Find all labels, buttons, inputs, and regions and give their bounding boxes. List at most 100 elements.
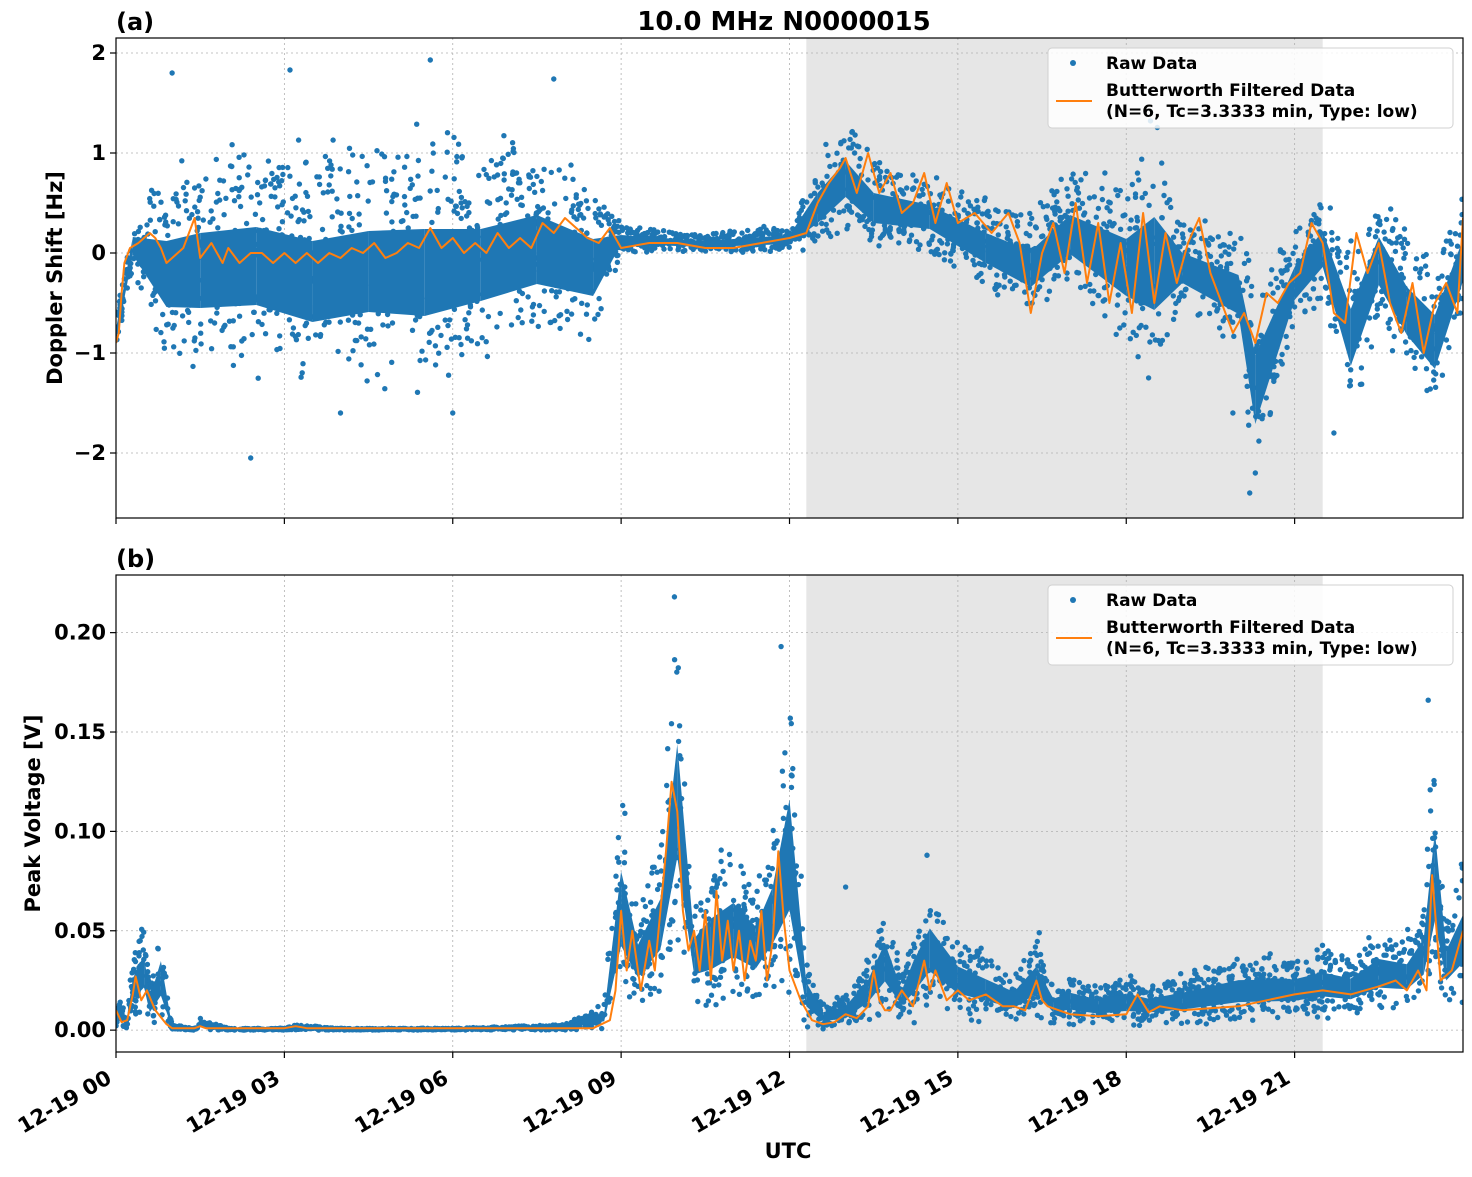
raw-data-point bbox=[152, 1020, 157, 1025]
raw-data-point bbox=[1375, 944, 1380, 949]
raw-data-point bbox=[215, 225, 220, 230]
raw-data-point bbox=[716, 982, 721, 987]
raw-data-point bbox=[582, 187, 587, 192]
raw-data-point bbox=[1049, 188, 1054, 193]
raw-data-point bbox=[855, 212, 860, 217]
raw-data-point bbox=[1347, 383, 1352, 388]
raw-data-point bbox=[1035, 939, 1040, 944]
raw-data-point bbox=[846, 1020, 851, 1025]
raw-data-point bbox=[446, 373, 451, 378]
raw-data-point bbox=[413, 317, 418, 322]
raw-data-band bbox=[481, 215, 537, 301]
raw-data-point bbox=[196, 183, 201, 188]
raw-data-point bbox=[313, 332, 318, 337]
raw-data-point bbox=[371, 341, 376, 346]
raw-data-point bbox=[804, 199, 809, 204]
raw-data-point bbox=[404, 210, 409, 215]
raw-data-point bbox=[1029, 216, 1034, 221]
raw-data-point bbox=[163, 219, 168, 224]
raw-data-point bbox=[655, 229, 660, 234]
raw-data-point bbox=[293, 205, 298, 210]
raw-data-point bbox=[1130, 182, 1135, 187]
raw-data-point bbox=[1054, 199, 1059, 204]
raw-data-point bbox=[1074, 188, 1079, 193]
raw-data-point bbox=[198, 195, 203, 200]
raw-data-point bbox=[540, 188, 545, 193]
raw-data-point bbox=[1159, 160, 1164, 165]
raw-data-point bbox=[616, 835, 621, 840]
raw-data-point bbox=[280, 219, 285, 224]
raw-data-point bbox=[1253, 961, 1258, 966]
raw-data-point bbox=[301, 218, 306, 223]
raw-data-point bbox=[1333, 960, 1338, 965]
raw-data-point bbox=[1080, 985, 1085, 990]
raw-data-point bbox=[1330, 998, 1335, 1003]
raw-data-point bbox=[389, 360, 394, 365]
raw-data-point bbox=[410, 182, 415, 187]
raw-data-point bbox=[290, 196, 295, 201]
raw-data-point bbox=[780, 769, 785, 774]
raw-data-point bbox=[1337, 260, 1342, 265]
raw-data-point bbox=[1344, 265, 1349, 270]
raw-data-point bbox=[408, 177, 413, 182]
raw-data-point bbox=[1064, 186, 1069, 191]
raw-data-point bbox=[445, 130, 450, 135]
raw-data-point bbox=[1113, 187, 1118, 192]
raw-data-point bbox=[1325, 998, 1330, 1003]
raw-data-point bbox=[384, 210, 389, 215]
raw-data-point bbox=[789, 785, 794, 790]
raw-data-point bbox=[652, 865, 657, 870]
raw-data-point bbox=[1068, 980, 1073, 985]
raw-data-point bbox=[856, 164, 861, 169]
raw-data-point bbox=[382, 386, 387, 391]
raw-data-point bbox=[443, 174, 448, 179]
raw-data-point bbox=[466, 310, 471, 315]
raw-data-point bbox=[158, 200, 163, 205]
raw-data-point bbox=[346, 169, 351, 174]
raw-data-point bbox=[229, 164, 234, 169]
raw-data-outlier bbox=[248, 455, 253, 460]
raw-data-point bbox=[144, 222, 149, 227]
raw-data-point bbox=[1375, 228, 1380, 233]
raw-data-point bbox=[1274, 276, 1279, 281]
raw-data-point bbox=[367, 180, 372, 185]
raw-data-point bbox=[910, 172, 915, 177]
raw-data-point bbox=[698, 900, 703, 905]
raw-data-band bbox=[425, 229, 481, 316]
raw-data-point bbox=[1314, 947, 1319, 952]
raw-data-point bbox=[1415, 933, 1420, 938]
raw-data-point bbox=[184, 208, 189, 213]
raw-data-point bbox=[870, 227, 875, 232]
raw-data-point bbox=[374, 148, 379, 153]
raw-data-point bbox=[712, 877, 717, 882]
raw-data-point bbox=[459, 155, 464, 160]
raw-data-point bbox=[245, 172, 250, 177]
raw-data-point bbox=[1052, 209, 1057, 214]
raw-data-point bbox=[824, 222, 829, 227]
raw-data-point bbox=[766, 865, 771, 870]
raw-data-point bbox=[1460, 865, 1465, 870]
raw-data-point bbox=[1004, 1012, 1009, 1017]
raw-data-point bbox=[1278, 268, 1283, 273]
raw-data-point bbox=[1353, 966, 1358, 971]
raw-data-point bbox=[151, 204, 156, 209]
raw-data-point bbox=[648, 900, 653, 905]
raw-data-point bbox=[1440, 373, 1445, 378]
raw-data-point bbox=[231, 318, 236, 323]
raw-data-point bbox=[427, 331, 432, 336]
raw-data-point bbox=[584, 198, 589, 203]
raw-data-point bbox=[1310, 969, 1315, 974]
raw-data-point bbox=[694, 904, 699, 909]
raw-data-point bbox=[325, 189, 330, 194]
y-axis-label: Doppler Shift [Hz] bbox=[43, 171, 67, 385]
raw-data-point bbox=[902, 230, 907, 235]
raw-data-point bbox=[353, 338, 358, 343]
raw-data-point bbox=[509, 193, 514, 198]
raw-data-point bbox=[605, 957, 610, 962]
raw-data-point bbox=[727, 232, 732, 237]
raw-data-point bbox=[209, 346, 214, 351]
raw-data-point bbox=[1293, 244, 1298, 249]
raw-data-point bbox=[955, 202, 960, 207]
raw-data-point bbox=[1008, 1014, 1013, 1019]
raw-data-point bbox=[1403, 339, 1408, 344]
